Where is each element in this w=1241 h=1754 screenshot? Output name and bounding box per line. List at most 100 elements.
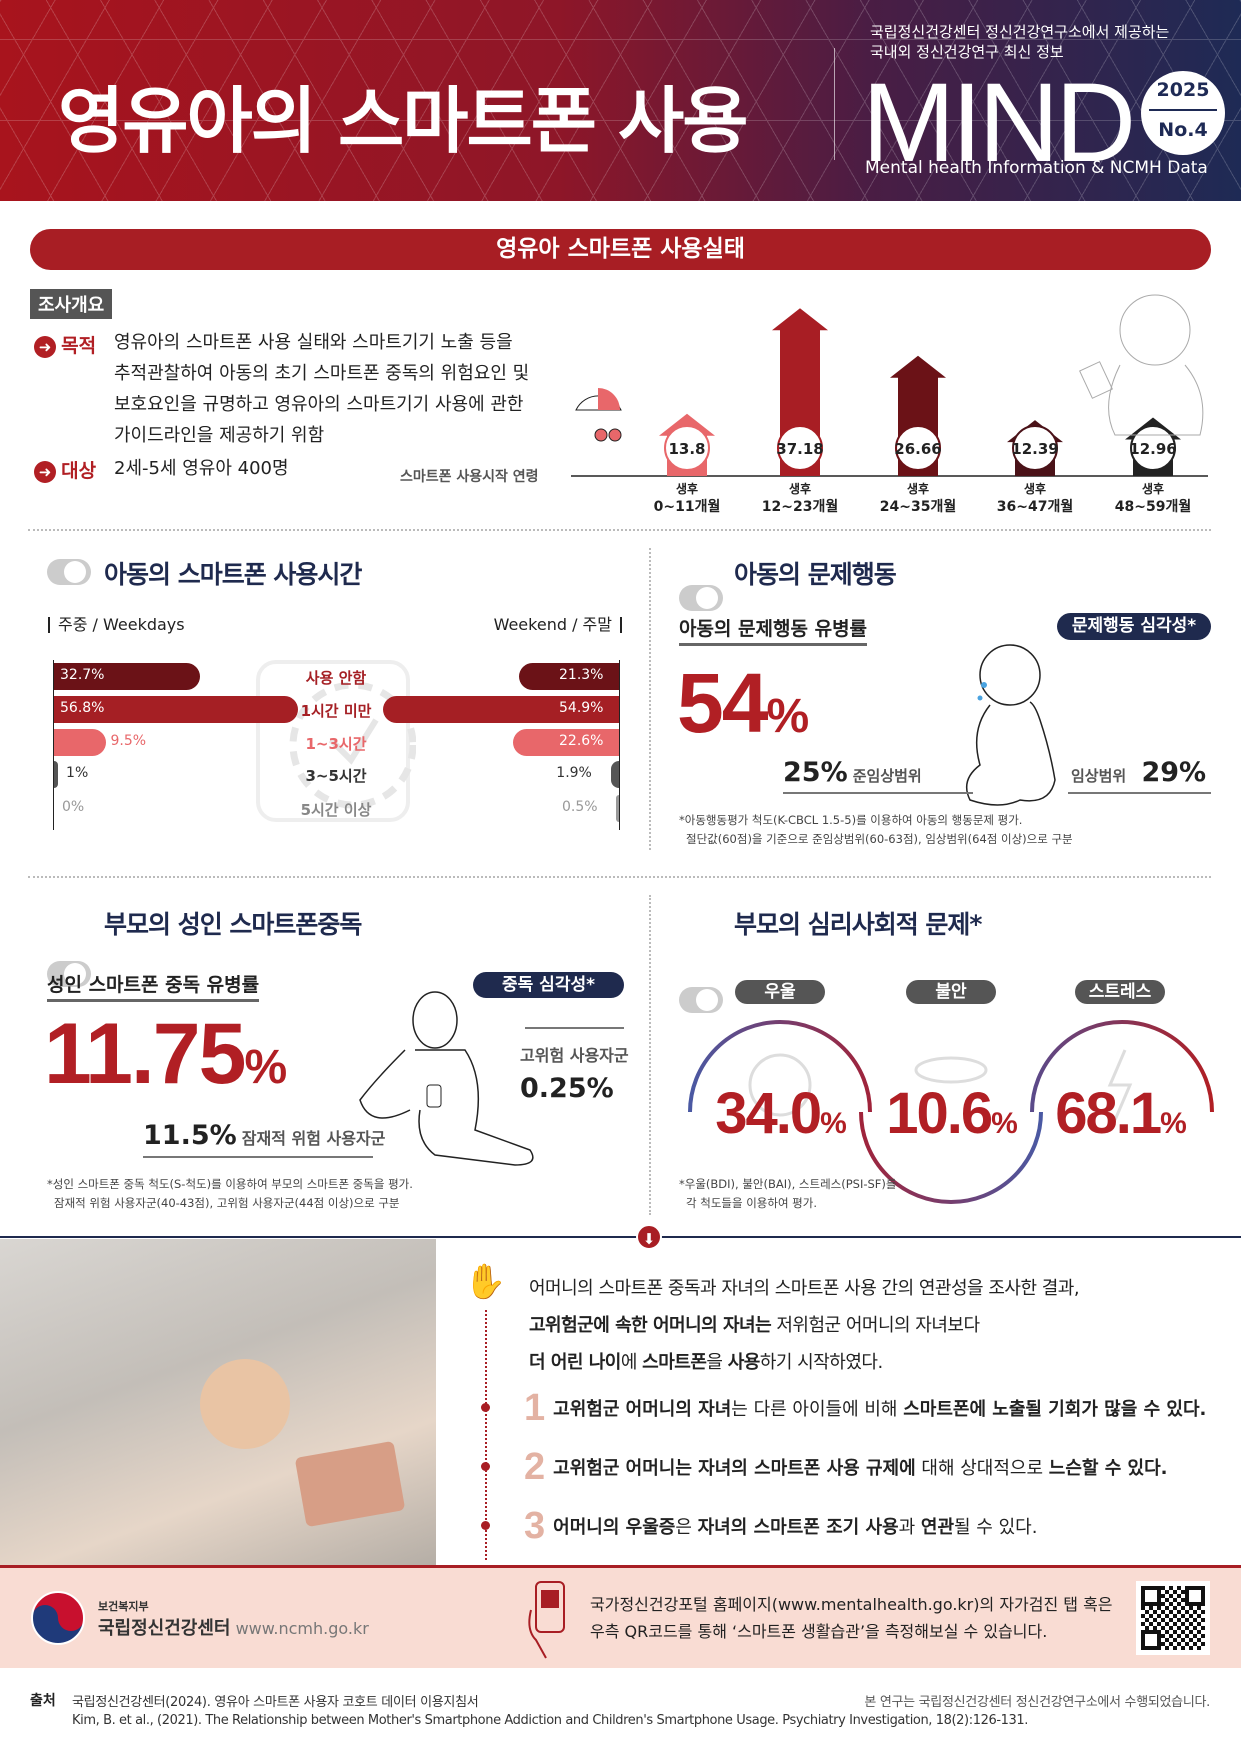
crying-baby-illustration bbox=[965, 644, 1056, 806]
arrow-down-icon: ⬇ bbox=[636, 1224, 662, 1250]
purpose-label: ➜ 목적 bbox=[34, 331, 96, 358]
age-category-label: 생후 24~35개월 bbox=[879, 482, 957, 515]
section-divider bbox=[28, 876, 1211, 878]
psych-value: 10.6% bbox=[886, 1081, 1018, 1146]
column-divider bbox=[649, 895, 651, 1215]
start-age-chart: 13.8 37.18 26.66 12.39 12.96 bbox=[571, 308, 1208, 477]
issue-badge: 2025 No.4 bbox=[1141, 71, 1225, 155]
toggle-icon bbox=[679, 987, 723, 1013]
brand-logo: MIND bbox=[862, 60, 1136, 185]
age-category-label: 생후 0~11개월 bbox=[653, 482, 721, 515]
overview-tag: 조사개요 bbox=[30, 289, 113, 319]
weekend-axis bbox=[619, 660, 620, 830]
weekend-value: 54.9% bbox=[559, 700, 604, 716]
weekday-value: 32.7% bbox=[60, 667, 105, 683]
finding-summary: 어머니의 스마트폰 중독과 자녀의 스마트폰 사용 간의 연관성을 조사한 결과… bbox=[529, 1278, 1080, 1373]
source-line1: 국립정신건강센터(2024). 영유아 스마트폰 사용자 코호트 데이터 이용지… bbox=[72, 1695, 479, 1710]
age-bar: 37.18 bbox=[772, 308, 828, 476]
behavior-value: 54% bbox=[677, 656, 809, 750]
lightning-icon bbox=[1107, 1049, 1133, 1121]
hand-folder-icon: ✋ bbox=[464, 1262, 507, 1302]
parent-addiction-title: 부모의 성인 스마트폰중독 bbox=[104, 910, 362, 939]
weekday-value: 9.5% bbox=[110, 733, 147, 749]
weekend-bar bbox=[611, 761, 619, 788]
leader-line bbox=[783, 792, 973, 794]
age-value-circle bbox=[1130, 425, 1176, 471]
weekday-bar bbox=[54, 696, 299, 723]
depression-arc bbox=[688, 1020, 872, 1113]
weekend-value: 0.5% bbox=[561, 799, 598, 815]
parent-psych-title: 부모의 심리사회적 문제* bbox=[734, 910, 982, 939]
addiction-value: 11.75% bbox=[44, 1006, 287, 1102]
org-name: 국립정신건강센터 www.ncmh.go.kr bbox=[98, 1618, 369, 1639]
stroller-icon bbox=[575, 388, 622, 442]
start-age-label: 스마트폰 사용시작 연령 bbox=[400, 469, 539, 485]
weekday-bar bbox=[54, 663, 201, 690]
behavior-subtitle: 아동의 문제행동 유병률 bbox=[679, 614, 868, 646]
woman-with-phone-illustration bbox=[359, 991, 534, 1166]
weekday-value: 0% bbox=[62, 799, 85, 815]
source-note: 본 연구는 국립정신건강센터 정신건강연구소에서 수행되었습니다. bbox=[864, 1695, 1210, 1710]
dizzy-icon bbox=[914, 1056, 988, 1084]
high-risk-value: 0.25% bbox=[520, 1073, 614, 1104]
toggle-icon bbox=[47, 961, 91, 987]
leader-line bbox=[143, 1156, 373, 1158]
usage-row-label: 1시간 미만 bbox=[300, 702, 372, 720]
arrow-right-icon: ➜ bbox=[34, 336, 56, 358]
usage-row-label: 1~3시간 bbox=[305, 735, 367, 753]
target-text: 2세-5세 영유아 400명 bbox=[114, 458, 289, 479]
tagline: Mental health Information & NCMH Data bbox=[865, 158, 1208, 178]
weekend-bar bbox=[382, 696, 619, 723]
point-3: 3 어머니의 우울증은 자녀의 스마트폰 조기 사용과 연관될 수 있다. bbox=[524, 1505, 1038, 1547]
psych-value: 68.1% bbox=[1055, 1081, 1187, 1146]
child-with-phone-illustration bbox=[1079, 294, 1204, 436]
age-value-circle bbox=[777, 425, 823, 471]
stress-arc bbox=[1030, 1020, 1214, 1113]
org-url[interactable]: www.ncmh.go.kr bbox=[235, 1619, 369, 1638]
child-tablet-photo bbox=[0, 1239, 436, 1565]
header-subtitle: 국립정신건강센터 정신건강연구소에서 제공하는 국내외 정신건강연구 최신 정보 bbox=[870, 23, 1170, 61]
subclinical: 25% 준임상범위 bbox=[783, 757, 922, 788]
target-label: ➜ 대상 bbox=[34, 456, 96, 483]
age-value-label: 37.18 bbox=[776, 440, 823, 458]
usage-title: 아동의 스마트폰 사용시간 bbox=[104, 560, 362, 589]
source-line2: Kim, B. et al., (2021). The Relationship… bbox=[72, 1713, 1028, 1728]
psych-value: 34.0% bbox=[715, 1081, 847, 1146]
weekend-label: Weekend / 주말 bbox=[494, 617, 622, 633]
qr-instruction: 국가정신건강포털 홈페이지(www.mentalhealth.go.kr)의 자… bbox=[590, 1595, 1113, 1641]
section-banner: 영유아 스마트폰 사용실태 bbox=[30, 229, 1211, 270]
age-value-label: 12.96 bbox=[1129, 440, 1176, 458]
weekdays-label: 주중 / Weekdays bbox=[48, 617, 185, 633]
anxiety-arc bbox=[859, 1111, 1043, 1204]
phone-qr-icon bbox=[528, 1581, 565, 1659]
addiction-badge: 중독 심각성* bbox=[473, 972, 624, 998]
age-value-circle bbox=[895, 425, 941, 471]
age-category-label: 생후 36~47개월 bbox=[996, 482, 1074, 515]
ministry-name: 보건복지부 bbox=[98, 1600, 149, 1613]
psych-label-pill: 불안 bbox=[906, 980, 996, 1004]
point-1: 1 고위험군 어머니의 자녀는 다른 아이들에 비해 스마트폰에 노출될 기회가 … bbox=[524, 1387, 1207, 1429]
section-divider bbox=[28, 529, 1211, 531]
qr-code[interactable] bbox=[1136, 1581, 1210, 1655]
weekday-bar bbox=[54, 795, 57, 822]
age-category-label: 생후 48~59개월 bbox=[1114, 482, 1192, 515]
leader-line bbox=[1068, 792, 1211, 794]
behavior-footnote: *아동행동평가 척도(K-CBCL 1.5-5)를 이용하여 아동의 행동문제 … bbox=[679, 813, 1073, 846]
section-divider bbox=[0, 1236, 1241, 1238]
age-value-label: 26.66 bbox=[894, 440, 941, 458]
timeline-dot bbox=[481, 1462, 490, 1471]
weekend-bar bbox=[513, 729, 619, 756]
column-divider bbox=[649, 548, 651, 850]
behavior-title: 아동의 문제행동 bbox=[734, 560, 897, 589]
age-value-label: 12.39 bbox=[1011, 440, 1058, 458]
age-bar: 12.39 bbox=[1007, 420, 1063, 476]
weekday-axis bbox=[53, 660, 54, 830]
leader-line bbox=[525, 1027, 624, 1029]
weekday-bar bbox=[54, 761, 59, 788]
usage-row-label: 사용 안함 bbox=[305, 669, 367, 687]
age-category-label: 생후 12~23개월 bbox=[761, 482, 839, 515]
page-title: 영유아의 스마트폰 사용 bbox=[58, 79, 749, 163]
child-face bbox=[200, 1359, 290, 1449]
weekday-value: 1% bbox=[66, 765, 89, 781]
age-bar: 13.8 bbox=[659, 413, 715, 476]
